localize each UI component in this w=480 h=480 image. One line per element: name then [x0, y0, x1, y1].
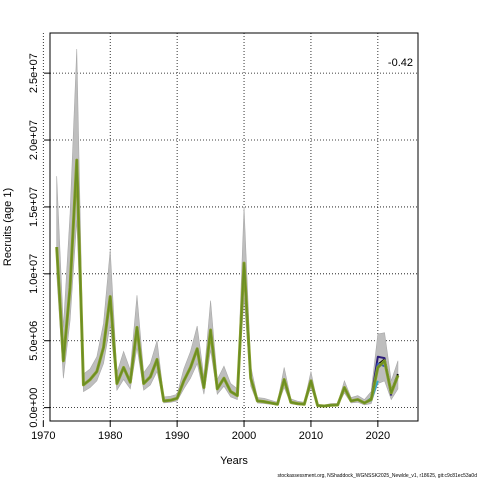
confidence-band-area — [56, 49, 399, 407]
x-axis: 1970 1980 1990 2000 2010 2020 — [31, 421, 390, 442]
y-tick-label-2: 1.0e+07 — [28, 254, 40, 294]
y-tick-label-0: 0.0e+00 — [28, 388, 40, 428]
y-tick-label-1: 5.0e+06 — [28, 321, 40, 361]
confidence-band — [56, 49, 399, 407]
x-tick-label-2: 1990 — [165, 430, 189, 442]
y-axis-title: Recruits (age 1) — [2, 188, 14, 266]
y-axis: 0.0e+00 5.0e+06 1.0e+07 1.5e+07 2.0e+07 2.5e+… — [28, 53, 50, 428]
x-tick-label-1: 1980 — [98, 430, 122, 442]
plot-frame — [49, 32, 419, 422]
grid-lines — [42, 33, 418, 421]
x-tick-label-4: 2010 — [299, 430, 323, 442]
estimate-line — [55, 159, 399, 407]
x-tick-label-5: 2020 — [366, 430, 390, 442]
estimate-line-group — [55, 158, 400, 408]
x-tick-label-3: 2000 — [232, 430, 256, 442]
x-tick-label-0: 1970 — [31, 430, 55, 442]
y-tick-label-4: 2.0e+07 — [28, 120, 40, 160]
correlation-annotation: -0.42 — [388, 57, 413, 69]
source-caption: stockassessment.org, NShaddock_WGNSSK202… — [277, 473, 477, 479]
y-tick-label-5: 2.5e+07 — [28, 53, 40, 93]
y-tick-label-3: 1.5e+07 — [28, 187, 40, 227]
x-axis-title: Years — [220, 455, 248, 467]
